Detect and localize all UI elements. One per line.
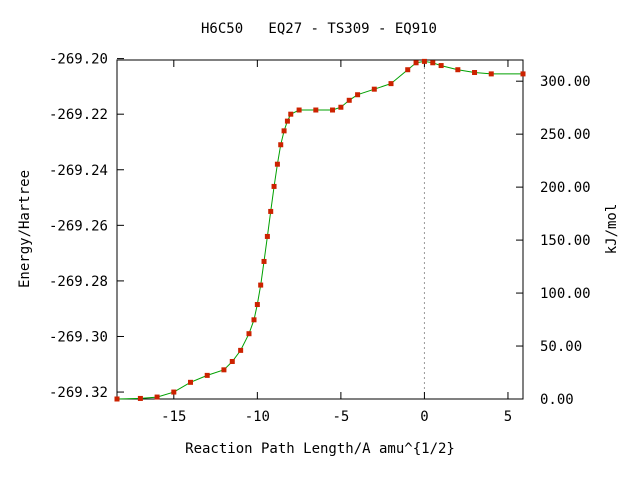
data-point [137, 395, 143, 401]
y2-tick-label: 100.00 [540, 286, 591, 302]
data-point [346, 97, 352, 103]
y2-tick-label: 250.00 [540, 127, 591, 143]
y-tick-label: -269.20 [49, 52, 108, 68]
y2-tick-label: 200.00 [540, 180, 591, 196]
data-point [221, 367, 227, 373]
data-point [171, 389, 177, 395]
data-point [371, 86, 377, 92]
x-tick-label: 5 [504, 409, 512, 425]
data-point [284, 118, 290, 124]
data-point [251, 317, 257, 323]
y-tick-label: -269.22 [49, 107, 108, 123]
data-point [388, 81, 394, 87]
y2-tick-label: 300.00 [540, 74, 591, 90]
y-tick-label: -269.32 [49, 385, 108, 401]
data-point [455, 67, 461, 73]
chart-title: H6C50 EQ27 - TS309 - EQ910 [201, 21, 437, 37]
data-point [258, 282, 264, 288]
data-point [472, 70, 478, 76]
data-point [188, 379, 194, 385]
data-point [488, 71, 494, 77]
data-point [154, 394, 160, 400]
data-point [246, 331, 252, 337]
y2-tick-label: 50.00 [540, 339, 582, 355]
data-point [204, 372, 210, 378]
y-tick-label: -269.26 [49, 218, 108, 234]
x-axis-label: Reaction Path Length/A amu^{1/2} [185, 441, 455, 457]
y2-axis-label: kJ/mol [604, 204, 620, 255]
data-point [520, 71, 526, 77]
y2-tick-label: 0.00 [540, 392, 574, 408]
data-point [278, 142, 284, 148]
data-point [413, 60, 419, 66]
data-point [338, 104, 344, 110]
data-point [254, 302, 260, 308]
x-tick-label: -5 [332, 409, 349, 425]
data-point [330, 107, 336, 113]
x-tick-label: -15 [161, 409, 186, 425]
data-point [421, 58, 427, 64]
x-tick-label: 0 [420, 409, 428, 425]
data-point [271, 183, 277, 189]
data-point [229, 358, 235, 364]
series-line [116, 60, 523, 400]
data-point [438, 63, 444, 69]
data-point [238, 347, 244, 353]
data-point [355, 92, 361, 98]
y-tick-label: -269.28 [49, 274, 108, 290]
data-point [405, 67, 411, 73]
data-point [430, 60, 436, 66]
data-point [313, 107, 319, 113]
data-point [281, 128, 287, 134]
y-axis-label: Energy/Hartree [17, 170, 33, 288]
data-point [264, 233, 270, 239]
y-tick-label: -269.30 [49, 329, 108, 345]
data-point [274, 161, 280, 167]
data-point [288, 111, 294, 117]
data-point [296, 107, 302, 113]
data-point [261, 258, 267, 264]
data-point [114, 396, 120, 402]
y-tick-label: -269.24 [49, 163, 108, 179]
y2-tick-label: 150.00 [540, 233, 591, 249]
data-point [268, 208, 274, 214]
plot-frame [116, 59, 524, 400]
x-tick-label: -10 [245, 409, 270, 425]
